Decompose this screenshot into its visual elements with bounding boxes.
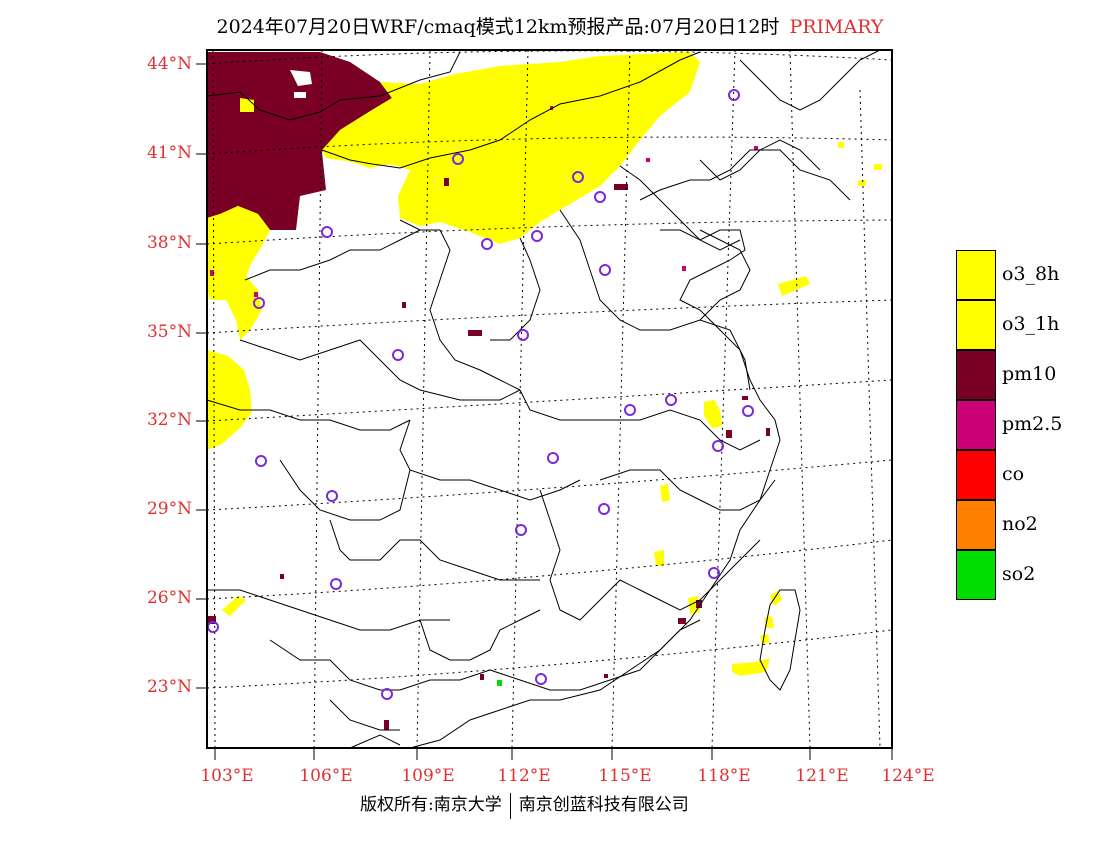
footer-right: 南京创蓝科技有限公司: [518, 795, 689, 815]
lon-label-118: 118°E: [697, 766, 751, 786]
pm10-holes: [290, 70, 312, 98]
footer-left: 版权所有:南京大学: [360, 795, 502, 815]
lat-label-35: 35°N: [146, 322, 192, 342]
map-frame: [206, 49, 893, 749]
legend-swatch-o3-8h: [956, 250, 996, 300]
lon-label-121: 121°E: [795, 766, 849, 786]
legend-swatch-so2: [956, 550, 996, 600]
lat-label-23: 23°N: [146, 677, 192, 697]
lon-label-115: 115°E: [598, 766, 652, 786]
lat-label-44: 44°N: [146, 54, 192, 74]
legend-label-o3-1h: o3_1h: [1002, 313, 1060, 335]
legend-label-co: co: [1002, 463, 1025, 485]
copyright-footer: 版权所有:南京大学 南京创蓝科技有限公司: [360, 790, 689, 819]
lon-label-103: 103°E: [200, 766, 254, 786]
lat-label-38: 38°N: [146, 233, 192, 253]
legend-swatch-pm25: [956, 400, 996, 450]
map-title: 2024年07月20日WRF/cmaq模式12km预报产品:07月20日12时 P…: [0, 12, 1100, 39]
lat-label-41: 41°N: [146, 143, 192, 163]
lat-label-26: 26°N: [146, 588, 192, 608]
coastline: [349, 149, 851, 749]
legend-swatch-no2: [956, 500, 996, 550]
axis-ticks: [196, 63, 893, 760]
province-boundaries: [206, 49, 881, 731]
lon-label-112: 112°E: [497, 766, 551, 786]
legend-swatch-o3-1h: [956, 300, 996, 350]
legend-swatch-pm10: [956, 350, 996, 400]
lon-label-106: 106°E: [299, 766, 353, 786]
legend-swatch-co: [956, 450, 996, 500]
title-text: 2024年07月20日WRF/cmaq模式12km预报产品:07月20日12时: [216, 16, 780, 38]
graticule: [206, 49, 893, 749]
pm-spots: [208, 106, 770, 730]
lon-label-109: 109°E: [401, 766, 455, 786]
legend-label-so2: so2: [1002, 563, 1036, 585]
pm10-field: [207, 52, 392, 230]
lat-label-32: 32°N: [146, 410, 192, 430]
lat-label-29: 29°N: [146, 499, 192, 519]
legend-label-no2: no2: [1002, 513, 1038, 535]
title-tag: PRIMARY: [789, 16, 884, 38]
lon-label-124: 124°E: [881, 766, 935, 786]
legend-label-pm10: pm10: [1002, 363, 1057, 385]
footer-divider: [509, 792, 511, 819]
legend-label-pm25: pm2.5: [1002, 413, 1063, 435]
legend-label-o3-8h: o3_8h: [1002, 263, 1060, 285]
stations: [207, 89, 754, 700]
